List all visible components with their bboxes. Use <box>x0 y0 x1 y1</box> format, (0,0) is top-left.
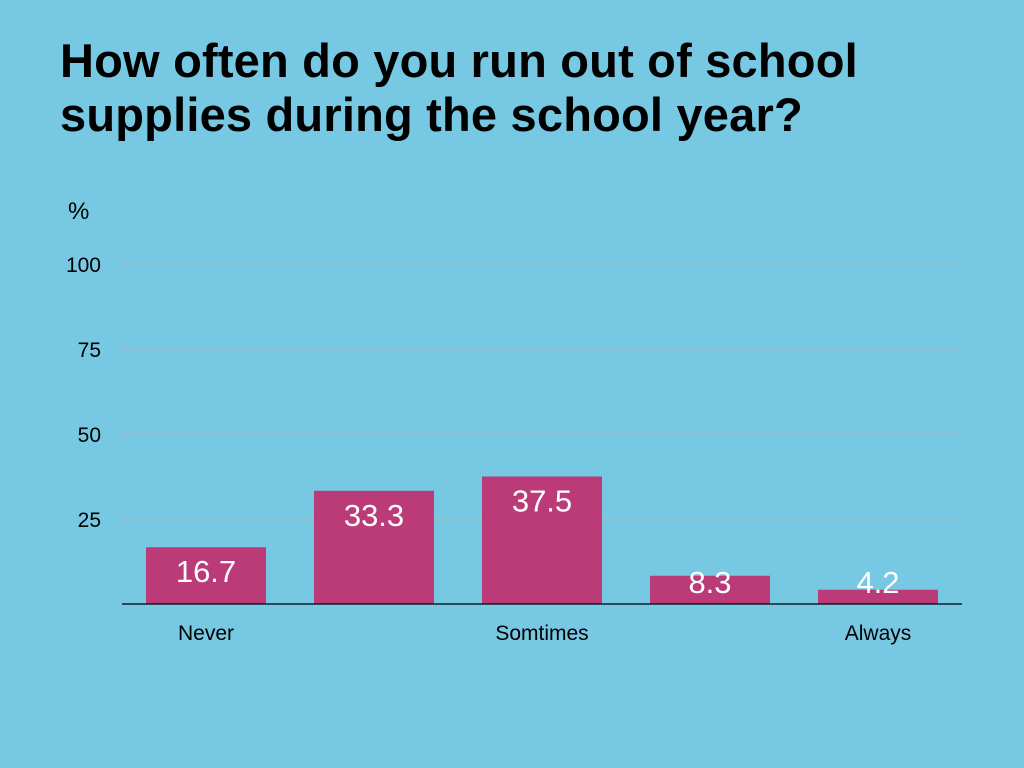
value-label: 33.3 <box>344 498 404 533</box>
bar <box>818 589 938 604</box>
chart-title: How often do you run out of school suppl… <box>60 34 858 141</box>
value-label: 16.7 <box>176 554 236 589</box>
value-label: 8.3 <box>688 565 731 600</box>
x-tick-label: Somtimes <box>495 622 588 645</box>
y-tick-label: 25 <box>78 509 101 532</box>
y-tick-label: 50 <box>78 424 101 447</box>
x-tick-label: Always <box>845 622 912 645</box>
y-axis-label: % <box>68 198 90 225</box>
value-label: 4.2 <box>856 565 899 600</box>
y-tick-label: 75 <box>78 339 101 362</box>
bar <box>146 547 266 604</box>
bar <box>482 476 602 604</box>
bar <box>314 490 434 604</box>
y-tick-label: 100 <box>66 254 101 277</box>
x-tick-label: Never <box>178 622 234 645</box>
value-label: 37.5 <box>512 484 572 519</box>
bar <box>650 575 770 604</box>
